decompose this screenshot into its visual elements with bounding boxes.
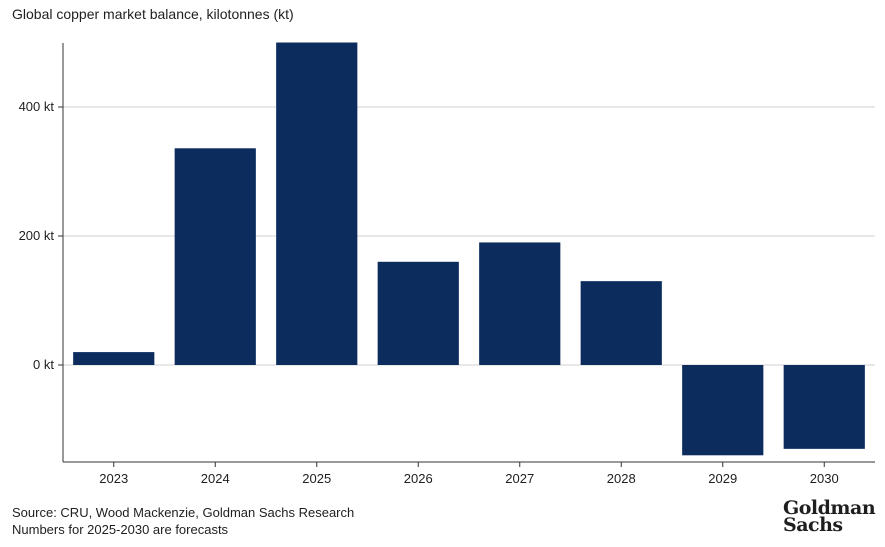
bar-2024 <box>174 148 256 365</box>
chart-footer: Source: CRU, Wood Mackenzie, Goldman Sac… <box>12 504 354 538</box>
y-tick-label: 0 kt <box>33 357 54 372</box>
bar-2026 <box>377 261 459 365</box>
tick-labels: 0 kt 200 kt 400 kt 2023 2024 2025 2026 2027 2028… <box>19 99 839 486</box>
x-tick-label: 2023 <box>99 471 128 486</box>
bar-2030 <box>783 365 865 449</box>
x-tick-label: 2026 <box>404 471 433 486</box>
x-tick-label: 2029 <box>708 471 737 486</box>
x-tick-label: 2028 <box>607 471 636 486</box>
source-note: Source: CRU, Wood Mackenzie, Goldman Sac… <box>12 505 355 520</box>
bar-2028 <box>580 281 662 365</box>
logo-line-2: Sachs <box>783 514 843 536</box>
x-tick-label: 2027 <box>505 471 534 486</box>
bar-chart: 0 kt 200 kt 400 kt 2023 2024 2025 2026 2027 2028… <box>19 42 875 486</box>
goldman-sachs-logo: Goldman Sachs <box>783 497 876 536</box>
forecast-note: Numbers for 2025-2030 are forecasts <box>12 522 229 537</box>
x-tick-label: 2025 <box>302 471 331 486</box>
bar-2029 <box>682 365 764 456</box>
bars <box>73 42 865 456</box>
x-tick-label: 2024 <box>201 471 230 486</box>
bar-2023 <box>73 352 155 365</box>
x-tick-label: 2030 <box>810 471 839 486</box>
axes <box>58 43 875 467</box>
y-tick-label: 200 kt <box>19 228 55 243</box>
chart-title: Global copper market balance, kilotonnes… <box>12 6 294 22</box>
bar-2027 <box>479 242 561 365</box>
bar-2025 <box>276 42 358 365</box>
logo-line-1: Goldman <box>783 497 876 519</box>
y-tick-label: 400 kt <box>19 99 55 114</box>
